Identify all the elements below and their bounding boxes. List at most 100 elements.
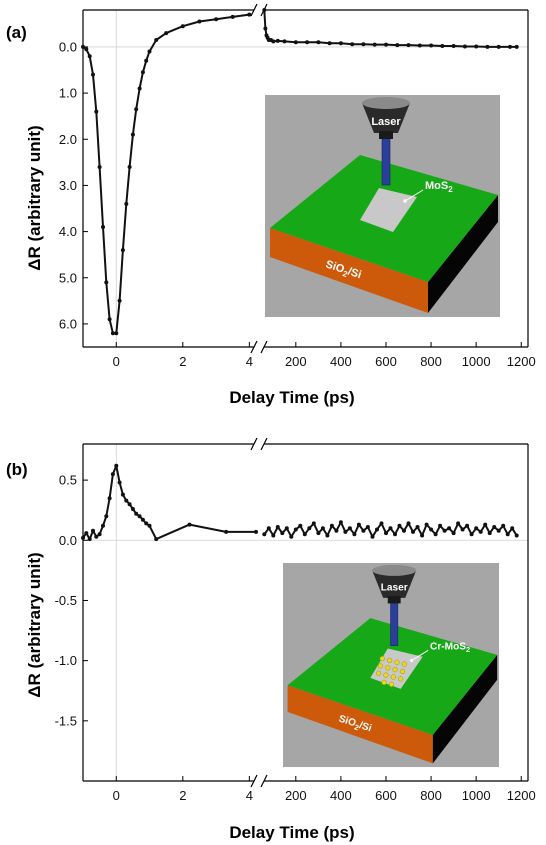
data-point <box>230 14 235 19</box>
data-point <box>124 201 129 206</box>
substrate-front-face <box>270 228 428 313</box>
data-point <box>384 531 388 536</box>
data-point <box>154 38 159 42</box>
data-point <box>447 526 452 531</box>
data-point <box>147 49 152 54</box>
data-point <box>298 523 303 528</box>
data-point <box>415 525 420 529</box>
substrate-side-face <box>432 654 498 764</box>
data-point <box>275 38 280 43</box>
data-point <box>478 529 483 534</box>
cr-dopant-dot <box>377 663 383 669</box>
y-tick-label: -0.5 <box>55 593 77 608</box>
data-point <box>127 502 132 507</box>
data-point <box>370 534 375 539</box>
cr-dopant-dot <box>383 672 389 678</box>
axis-break-mark <box>260 340 268 354</box>
data-point <box>164 31 169 36</box>
data-point <box>271 533 276 538</box>
data-point <box>137 86 142 91</box>
series-line-right <box>263 9 517 48</box>
y-tick-label: 5.0 <box>59 270 77 285</box>
data-point <box>247 12 252 17</box>
data-point <box>356 522 361 527</box>
data-point <box>393 532 397 537</box>
data-point <box>442 528 447 533</box>
data-point <box>365 525 370 529</box>
flake <box>360 188 417 232</box>
data-point <box>134 511 139 516</box>
data-point <box>130 507 135 511</box>
data-point <box>101 523 105 528</box>
data-point <box>343 529 348 534</box>
data-point <box>107 317 112 322</box>
axis-break-mark <box>260 437 268 451</box>
data-point <box>483 522 488 527</box>
data-point <box>411 529 415 534</box>
cr-dopant-dot <box>385 665 391 671</box>
series-line-left <box>82 464 256 541</box>
data-point <box>81 535 85 540</box>
data-point <box>120 248 125 253</box>
x-tick-label: 4 <box>246 354 253 369</box>
data-point <box>117 480 122 485</box>
data-point <box>137 514 142 519</box>
data-point <box>505 532 510 537</box>
substrate-label: SiO2/Si <box>337 713 373 736</box>
flake-pointer <box>411 649 429 661</box>
data-point <box>420 533 425 538</box>
data-point <box>510 526 515 531</box>
schematic-inset: Laser MoS2 SiO2/Si <box>265 95 500 317</box>
data-point <box>263 26 268 31</box>
axis-break-mark <box>250 340 258 354</box>
data-point <box>451 44 456 48</box>
data-point <box>140 70 145 75</box>
y-tick-label: 2.0 <box>59 132 77 147</box>
laser-beam <box>381 136 391 186</box>
cr-dopant-dot <box>387 657 393 663</box>
data-point <box>397 523 402 528</box>
data-point <box>266 526 271 531</box>
data-point <box>424 522 429 527</box>
x-tick-label: 4 <box>246 788 253 803</box>
data-point <box>451 531 456 536</box>
data-point <box>127 165 132 169</box>
data-point <box>94 109 99 114</box>
data-point <box>474 526 479 531</box>
chart-panel-b: 0.5 0.0 -0.5 -1.0 -1.5 0 2 4 200 400 600 800 1000 120… <box>55 437 536 803</box>
axis-break-mark <box>250 437 258 451</box>
data-point <box>147 523 152 528</box>
y-tick-label: 0.5 <box>59 473 77 488</box>
x-tick-label: 2 <box>179 354 186 369</box>
data-point <box>338 520 343 525</box>
data-point <box>379 521 384 526</box>
data-point <box>406 521 411 526</box>
x-tick-label: 400 <box>330 788 352 803</box>
x-axis-title: Delay Time (ps) <box>229 823 354 842</box>
data-point <box>302 532 307 537</box>
laser-head <box>372 570 417 598</box>
data-point <box>350 42 355 47</box>
data-point <box>316 531 321 536</box>
data-point <box>395 43 400 48</box>
data-point <box>460 527 465 532</box>
data-point <box>91 72 95 77</box>
data-point <box>320 526 325 531</box>
x-tick-label: 1000 <box>462 788 491 803</box>
data-point <box>140 517 145 522</box>
data-point <box>485 44 490 49</box>
data-point <box>289 534 294 539</box>
chart-panel-a: 0.0 1.0 2.0 3.0 4.0 5.0 6.0 0 2 4 200 400 600 800 1000… <box>59 3 536 369</box>
substrate-side-face <box>428 195 498 313</box>
data-point <box>406 43 411 48</box>
x-tick-label: 1200 <box>507 354 536 369</box>
data-point <box>254 529 258 534</box>
data-point <box>487 531 492 536</box>
cr-dopant-dot <box>392 667 398 673</box>
data-point <box>462 44 467 49</box>
laser-nozzle <box>387 596 401 604</box>
y-tick-label: 4.0 <box>59 224 77 239</box>
data-point <box>110 472 115 477</box>
data-point <box>271 39 276 44</box>
laser-head-top <box>372 564 417 576</box>
